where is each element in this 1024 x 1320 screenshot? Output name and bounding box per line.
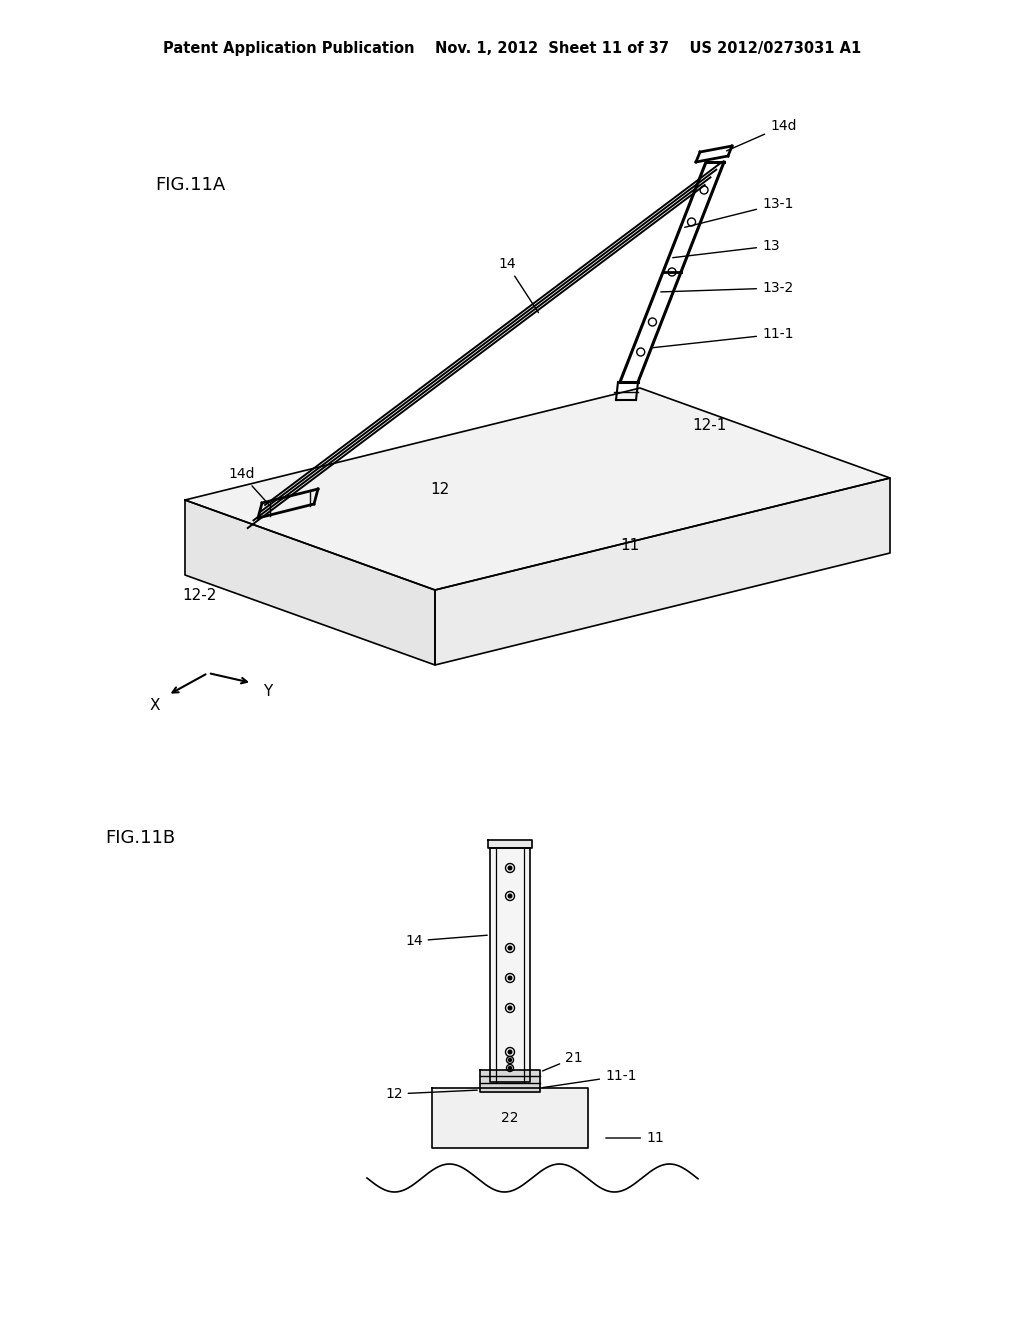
Polygon shape [185, 388, 890, 590]
Text: 14: 14 [406, 935, 487, 948]
Circle shape [508, 894, 512, 898]
Text: 12-2: 12-2 [183, 587, 217, 602]
Text: 11-1: 11-1 [543, 1069, 637, 1088]
Polygon shape [432, 1088, 588, 1148]
Text: 14: 14 [498, 257, 539, 313]
Circle shape [508, 977, 512, 979]
Text: 13: 13 [673, 239, 779, 257]
Circle shape [509, 1059, 512, 1061]
Circle shape [508, 946, 512, 950]
Polygon shape [185, 500, 435, 665]
Text: 14d: 14d [228, 467, 270, 506]
Text: Patent Application Publication    Nov. 1, 2012  Sheet 11 of 37    US 2012/027303: Patent Application Publication Nov. 1, 2… [163, 41, 861, 55]
Text: FIG.11A: FIG.11A [155, 176, 225, 194]
Text: 11: 11 [621, 537, 640, 553]
Polygon shape [490, 847, 530, 1082]
Circle shape [508, 1051, 512, 1053]
Text: 22: 22 [502, 1111, 519, 1125]
Polygon shape [480, 1071, 540, 1092]
Circle shape [508, 1006, 512, 1010]
Text: 11: 11 [606, 1131, 664, 1144]
Circle shape [509, 1067, 512, 1069]
Circle shape [508, 866, 512, 870]
Text: 12: 12 [385, 1086, 477, 1101]
Text: 11-1: 11-1 [652, 327, 794, 347]
Text: 13-1: 13-1 [685, 197, 794, 227]
Text: 12-1: 12-1 [693, 417, 727, 433]
Text: 12: 12 [430, 483, 450, 498]
Text: Y: Y [263, 685, 272, 700]
Text: 14d: 14d [727, 119, 797, 150]
Text: 21: 21 [543, 1051, 583, 1071]
Polygon shape [488, 840, 532, 847]
Text: 13-2: 13-2 [660, 281, 794, 294]
Text: X: X [150, 697, 160, 713]
Text: FIG.11B: FIG.11B [105, 829, 175, 847]
Polygon shape [435, 478, 890, 665]
